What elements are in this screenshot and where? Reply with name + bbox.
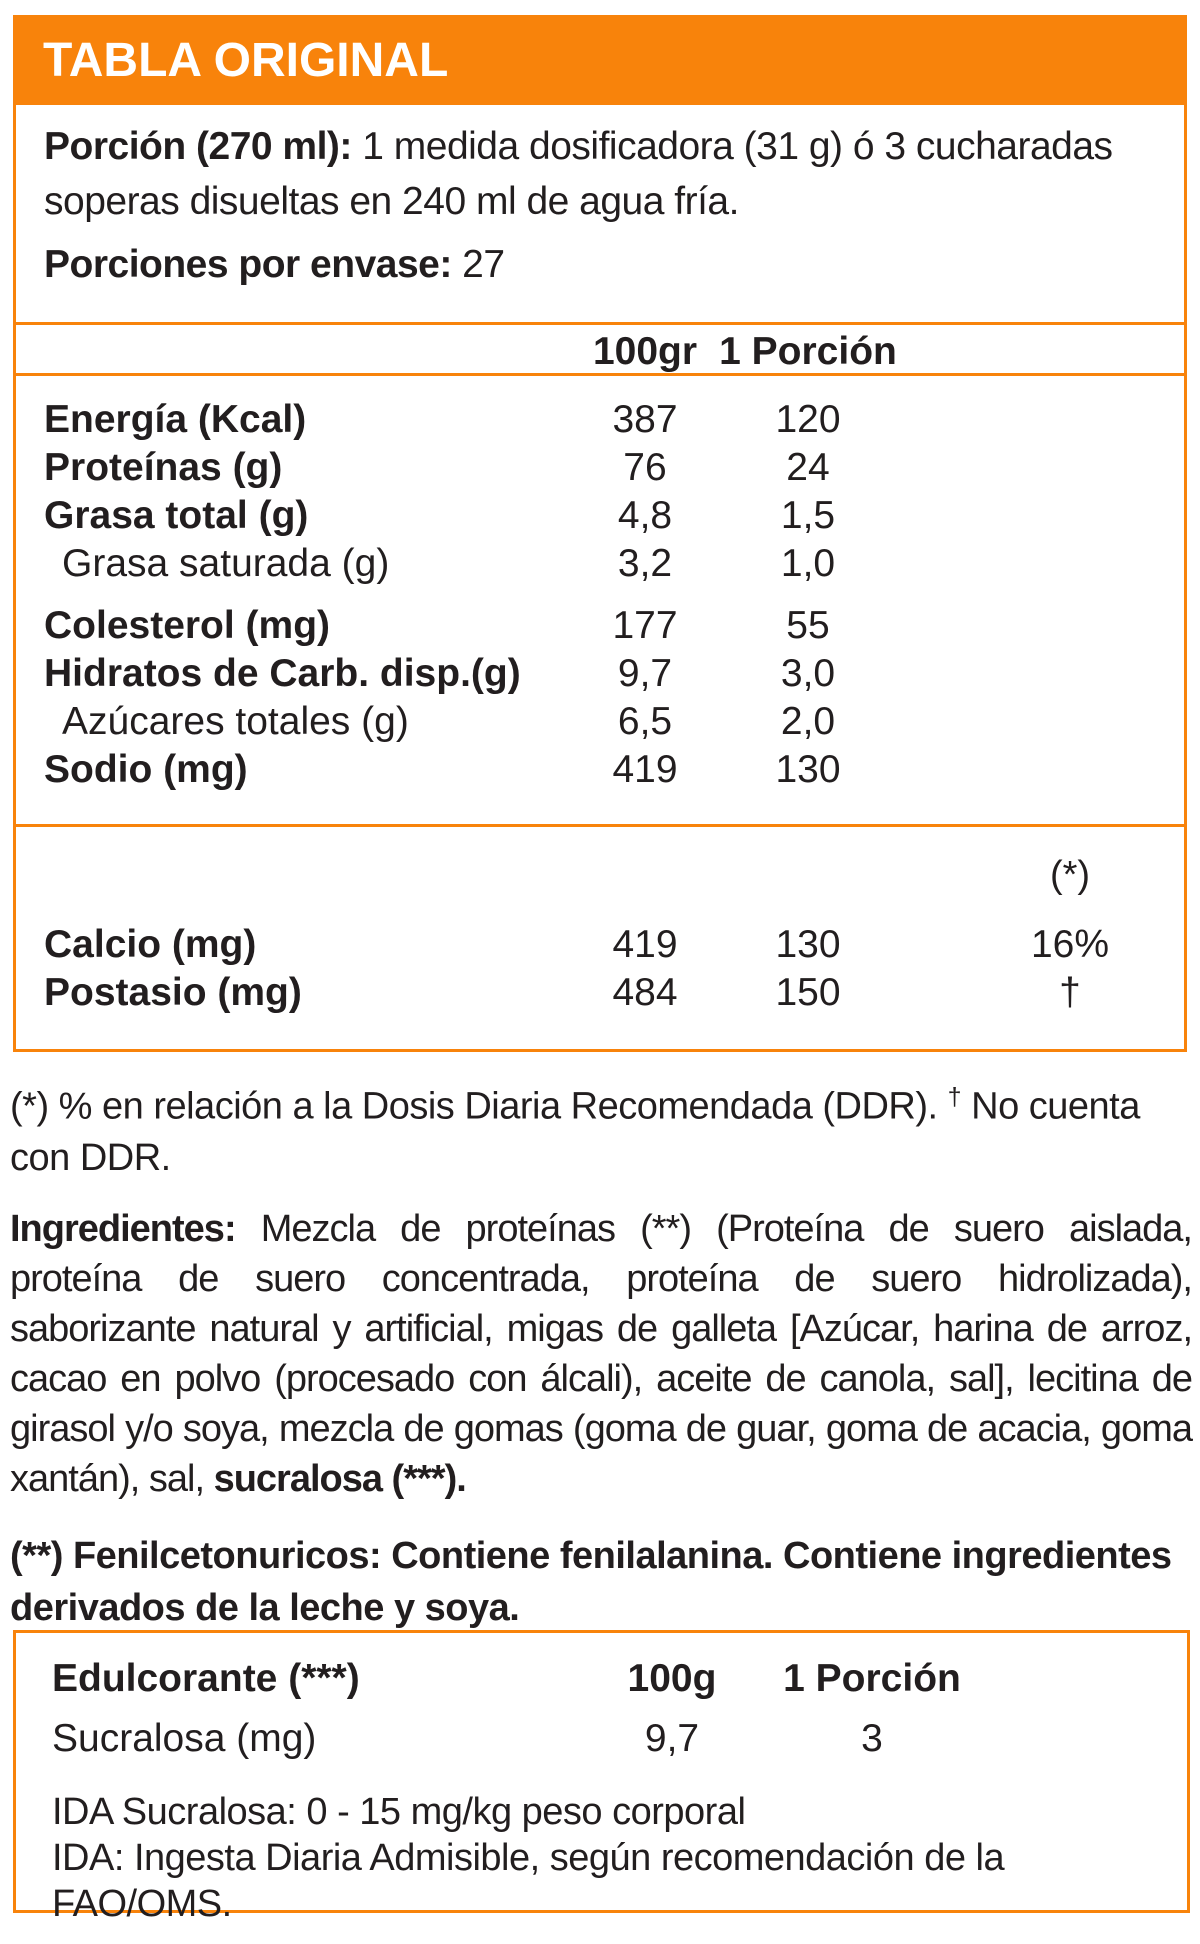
table-row-grasa-total: Grasa total (g) 4,8 1,5 (16, 492, 1184, 540)
sweetener-header-row: Edulcorante (***) 100g 1 Porción (16, 1655, 1187, 1703)
ddr-footnote: (*) % en relación a la Dosis Diaria Reco… (10, 1072, 1192, 1184)
row-label: Grasa total (g) (44, 494, 309, 537)
sweetener-title: Edulcorante (***) (52, 1657, 360, 1700)
sweetener-column-header-100g: 100g (627, 1657, 717, 1700)
main-nutrition-box: Porción (270 ml): 1 medida dosificadora … (13, 105, 1187, 1052)
ingredients-text: Mezcla de proteínas (**) (Proteína de su… (10, 1207, 1193, 1500)
sweetener-box: Edulcorante (***) 100g 1 Porción Sucralo… (13, 1630, 1190, 1925)
phenylketonurics-note: (**) Fenilcetonuricos: Contiene fenilala… (10, 1534, 1172, 1629)
row-value-portion: 130 (775, 923, 841, 966)
ida-definition-line: IDA: Ingesta Diaria Admisible, según rec… (52, 1837, 1005, 1925)
row-value-portion: 150 (775, 971, 841, 1014)
row-label: Sodio (mg) (44, 748, 248, 791)
row-value-portion: 130 (775, 748, 841, 791)
row-value-100g: 76 (623, 446, 667, 489)
row-value-100g: 4,8 (617, 494, 673, 537)
row-value-100g: 419 (612, 748, 678, 791)
row-label: Postasio (mg) (44, 971, 302, 1014)
row-value-portion: 1,5 (780, 494, 836, 537)
row-label: Energía (Kcal) (44, 398, 307, 441)
servings-per-container-value: 27 (462, 243, 505, 286)
table-row-grasa-saturada: Grasa saturada (g) 3,2 1,0 (16, 540, 1184, 588)
row-label: Calcio (mg) (44, 923, 257, 966)
row-value-portion: 3,0 (780, 652, 836, 695)
table-row-hidratos: Hidratos de Carb. disp.(g) 9,7 3,0 (16, 650, 1184, 698)
row-value-ddr: † (1059, 971, 1081, 1014)
minerals-section: (*) Calcio (mg) 419 130 16% Postasio (mg… (16, 824, 1184, 1040)
ingredients-sucralose-bold: sucralosa (***). (213, 1457, 467, 1500)
page-title: TABLA ORIGINAL (43, 33, 449, 87)
row-value-100g: 419 (612, 923, 678, 966)
servings-per-container-label: Porciones por envase: (44, 243, 452, 286)
row-value-100g: 177 (612, 604, 678, 647)
row-label: Grasa saturada (g) (62, 542, 390, 585)
ddr-column-header-row: (*) (16, 853, 1184, 897)
row-label: Proteínas (g) (44, 446, 283, 489)
table-row-sucralosa: Sucralosa (mg) 9,7 3 (16, 1715, 1187, 1763)
row-label: Hidratos de Carb. disp.(g) (44, 652, 521, 695)
row-value-100g: 3,2 (617, 542, 673, 585)
table-row-proteinas: Proteínas (g) 76 24 (16, 444, 1184, 492)
row-value-portion: 1,0 (780, 542, 836, 585)
row-value-ddr: 16% (1030, 923, 1110, 966)
serving-size-label: Porción (270 ml): (44, 125, 352, 168)
column-header-portion: 1 Porción (719, 330, 897, 373)
ddr-footnote-text: (*) % en relación a la Dosis Diaria Reco… (10, 1085, 938, 1128)
serving-size-line: Porción (270 ml): 1 medida dosificadora … (44, 119, 1150, 229)
table-row-potasio: Postasio (mg) 484 150 † (16, 969, 1184, 1017)
dagger-symbol: † (947, 1083, 962, 1111)
sweetener-column-header-portion: 1 Porción (783, 1657, 961, 1700)
table-row-energia: Energía (Kcal) 387 120 (16, 396, 1184, 444)
nutrition-rows: Energía (Kcal) 387 120 Proteínas (g) 76 … (16, 376, 1184, 824)
row-value-100g: 484 (612, 971, 678, 1014)
ddr-footnote-suffix: No cuenta con DDR. (10, 1085, 1140, 1179)
ida-sucralose-line: IDA Sucralosa: 0 - 15 mg/kg peso corpora… (52, 1791, 746, 1833)
serving-size-text: 1 medida dosificadora (31 g) ó 3 cuchara… (44, 125, 1113, 223)
row-value-100g: 387 (612, 398, 678, 441)
servings-per-container-line: Porciones por envase: 27 (44, 237, 1150, 292)
row-value-portion: 24 (786, 446, 830, 489)
row-value-portion: 2,0 (780, 700, 836, 743)
row-value-100g: 6,5 (617, 700, 673, 743)
table-row-calcio: Calcio (mg) 419 130 16% (16, 921, 1184, 969)
table-row-azucares: Azúcares totales (g) 6,5 2,0 (16, 698, 1184, 746)
nutrition-table-header: 100gr 1 Porción (16, 322, 1184, 376)
serving-info: Porción (270 ml): 1 medida dosificadora … (16, 105, 1184, 322)
row-label: Sucralosa (mg) (52, 1717, 317, 1760)
table-row-sodio: Sodio (mg) 419 130 (16, 746, 1184, 794)
row-label: Azúcares totales (g) (62, 700, 409, 743)
row-value-100g: 9,7 (617, 652, 673, 695)
row-value-portion: 120 (775, 398, 841, 441)
title-bar: TABLA ORIGINAL (13, 15, 1187, 105)
table-row-colesterol: Colesterol (mg) 177 55 (16, 602, 1184, 650)
row-value-portion: 55 (786, 604, 830, 647)
row-value-portion: 3 (861, 1717, 883, 1760)
row-label: Colesterol (mg) (44, 604, 331, 647)
column-header-100g: 100gr (592, 330, 698, 373)
notes-area: (*) % en relación a la Dosis Diaria Reco… (10, 1058, 1193, 1634)
ingredients-paragraph: Ingredientes: Mezcla de proteínas (**) (… (10, 1204, 1193, 1504)
row-value-100g: 9,7 (644, 1717, 700, 1760)
ingredients-label: Ingredientes: (10, 1207, 237, 1250)
ddr-column-header: (*) (1049, 854, 1091, 896)
